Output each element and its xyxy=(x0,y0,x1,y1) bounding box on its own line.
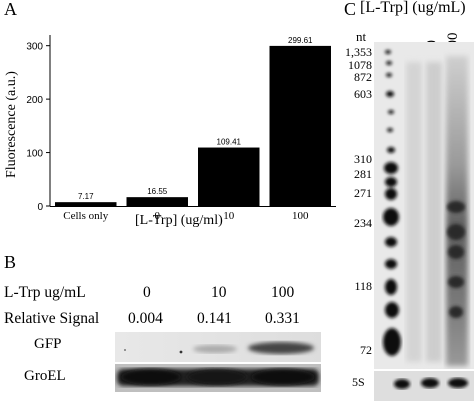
five-s-gel-strip xyxy=(374,371,474,401)
relative-signal-value: 0.331 xyxy=(265,310,300,327)
groel-band-0 xyxy=(121,369,181,385)
bar xyxy=(55,202,117,206)
marker-label: 872 xyxy=(354,70,372,84)
bar xyxy=(269,45,331,206)
marker-label: 1078 xyxy=(348,58,372,72)
marker-label: 271 xyxy=(354,186,372,200)
marker-ladder-lane xyxy=(383,50,401,356)
bar-value-label: 16.55 xyxy=(147,187,168,196)
bar xyxy=(126,197,188,206)
marker-label: 118 xyxy=(354,279,372,293)
five-s-band-100 xyxy=(448,378,468,388)
x-tick-label: Cells only xyxy=(63,210,108,222)
marker-label: 1,353 xyxy=(345,45,372,59)
groel-blot-image xyxy=(115,364,321,392)
five-s-band-0 xyxy=(394,379,410,389)
five-s-label: 5S xyxy=(352,375,365,389)
bar-value-label: 109.41 xyxy=(217,138,242,147)
groel-band-100 xyxy=(251,369,315,385)
x-tick-label: 10 xyxy=(223,210,235,222)
relative-signal-label: Relative Signal xyxy=(4,310,100,327)
marker-label: 603 xyxy=(354,87,372,101)
y-tick-label: 200 xyxy=(26,95,43,106)
bar-value-label: 7.17 xyxy=(78,192,94,201)
marker-label: 234 xyxy=(354,216,372,230)
panel-c-title: [L-Trp] (ug/mL) xyxy=(360,0,466,16)
panel-c-letter: C xyxy=(344,0,357,19)
y-axis-label: Fluorescence (a.u.) xyxy=(4,71,19,178)
gel-lane-0 xyxy=(406,62,422,362)
marker-label: 310 xyxy=(354,152,372,166)
bar-value-label: 299.61 xyxy=(288,36,313,45)
y-tick-label: 100 xyxy=(26,149,43,160)
relative-signal-value: 0.004 xyxy=(128,310,163,327)
x-axis-label: [L-Trp] (ug/ml) xyxy=(135,213,223,228)
concentration-header-label: L-Trp ug/mL xyxy=(4,284,86,301)
x-tick-label: 0 xyxy=(155,210,161,222)
gfp-blot-image xyxy=(115,332,321,362)
y-tick-label: 300 xyxy=(26,42,43,53)
northern-blot-gel xyxy=(374,42,474,369)
relative-signal-value: 0.141 xyxy=(197,310,232,327)
five-s-band-10 xyxy=(421,378,439,388)
concentration-value: 100 xyxy=(271,284,295,301)
panel-b-letter: B xyxy=(4,252,17,272)
gfp-label: GFP xyxy=(34,336,62,352)
nt-unit-label: nt xyxy=(356,29,367,44)
y-tick-label: 0 xyxy=(37,202,43,213)
marker-label: 72 xyxy=(360,343,372,357)
concentration-value: 10 xyxy=(211,284,227,301)
bar xyxy=(198,147,260,206)
gel-lane-10 xyxy=(426,62,442,362)
groel-band-10 xyxy=(187,369,247,385)
marker-label: 281 xyxy=(354,167,372,181)
groel-label: GroEL xyxy=(24,368,66,384)
gfp-band-100 xyxy=(248,342,314,354)
concentration-value: 0 xyxy=(143,284,151,301)
panel-a-letter: A xyxy=(4,0,17,19)
gfp-band-10 xyxy=(193,345,237,353)
x-tick-label: 100 xyxy=(292,210,309,222)
